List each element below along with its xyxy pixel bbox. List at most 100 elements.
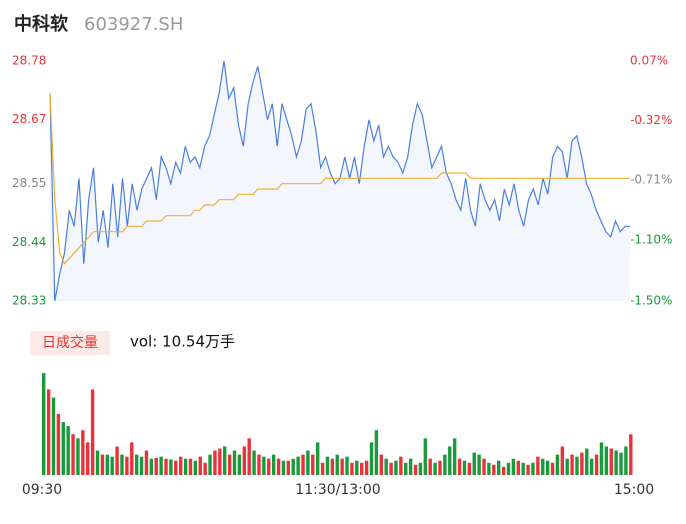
volume-bar [374, 430, 379, 475]
volume-bar [482, 458, 486, 475]
x-tick-label: 11:30/13:00 [295, 482, 380, 498]
volume-bar [154, 457, 158, 475]
volume-bar [95, 450, 100, 475]
y-tick-label: 28.33 [12, 294, 46, 308]
volume-bar [364, 460, 369, 475]
volume-bar [232, 450, 237, 475]
volume-bar [340, 458, 344, 475]
volume-bar [51, 397, 56, 475]
volume-bar [110, 456, 114, 475]
volume-bar [438, 460, 442, 475]
volume-bar [61, 422, 65, 475]
volume-bar [262, 456, 266, 475]
volume-bar [624, 446, 628, 475]
volume-bar [472, 452, 476, 475]
volume-badge [30, 331, 110, 355]
stock-code: 603927.SH [84, 14, 183, 35]
volume-bar [418, 462, 423, 475]
volume-bar [570, 454, 574, 475]
volume-bar [384, 458, 388, 475]
volume-bar [575, 456, 579, 475]
volume-bar [497, 460, 501, 475]
volume-bar [379, 454, 383, 475]
volume-bar [257, 454, 261, 475]
volume-bar [585, 448, 589, 475]
volume-bar [120, 454, 124, 475]
volume-bar [174, 460, 178, 475]
volume-bar [208, 454, 212, 475]
volume-bar [531, 462, 535, 475]
volume-bar [501, 466, 506, 475]
volume-bar [492, 464, 496, 475]
volume-bar [452, 438, 457, 475]
volume-bar [164, 458, 168, 475]
volume-bar [134, 454, 139, 475]
volume-bar [227, 454, 232, 475]
volume-bar [188, 458, 193, 475]
y-tick-label: 28.55 [12, 176, 46, 190]
volume-bar [159, 456, 163, 475]
y2-tick-label: -0.32% [630, 113, 672, 127]
volume-bar [242, 446, 246, 475]
volume-bar [90, 389, 95, 475]
volume-bar [433, 462, 437, 475]
volume-bar [545, 460, 550, 475]
volume-bar [394, 460, 398, 475]
volume-bar [301, 454, 305, 475]
volume-bar [541, 458, 545, 475]
volume-bar [580, 452, 584, 475]
volume-bar [462, 460, 467, 475]
y-tick-label: 28.78 [12, 54, 46, 68]
volume-bar [614, 450, 618, 475]
volume-bar [286, 460, 291, 475]
volume-bar [335, 454, 339, 475]
volume-bar [291, 458, 295, 475]
volume-bar [169, 459, 173, 475]
volume-bar [345, 456, 349, 475]
volume-bar [149, 458, 154, 475]
volume-bar [565, 458, 569, 475]
volume-bar [604, 446, 609, 475]
y-tick-label: 28.67 [12, 112, 46, 126]
y2-tick-label: -1.10% [630, 232, 672, 246]
volume-bar [306, 450, 310, 475]
volume-bar [599, 442, 604, 475]
volume-bar [115, 446, 119, 475]
y2-tick-label: -1.50% [630, 294, 672, 308]
volume-bar [516, 460, 520, 475]
volume-bar [267, 458, 271, 475]
volume-total: vol: 10.54万手 [130, 333, 235, 351]
volume-bar [139, 456, 144, 475]
volume-bar [42, 373, 46, 475]
volume-bar [223, 446, 227, 475]
volume-bar [203, 462, 207, 475]
volume-bar [213, 450, 217, 475]
volume-bar [105, 454, 109, 475]
volume-bar [609, 448, 613, 475]
volume-bar [457, 458, 462, 475]
volume-bar [355, 460, 359, 475]
y2-tick-label: 0.07% [630, 54, 668, 68]
volume-bar [443, 454, 447, 475]
volume-bar [506, 462, 511, 475]
volume-bar [144, 450, 149, 475]
volume-bar [276, 458, 281, 475]
volume-bar [487, 462, 491, 475]
volume-bar [511, 458, 516, 475]
volume-bar [218, 448, 222, 475]
volume-bar [281, 460, 286, 475]
volume-bar [555, 454, 560, 475]
volume-bar [125, 456, 129, 475]
volume-bar [315, 442, 320, 475]
volume-bar [350, 462, 354, 475]
volume-bar [66, 426, 70, 475]
volume-bar [629, 434, 633, 475]
volume-bar [404, 462, 408, 475]
volume-bar [589, 458, 594, 475]
volume-bar [521, 462, 525, 475]
volume-label: 日成交量 [42, 334, 98, 351]
volume-bar [408, 458, 413, 475]
volume-bar [389, 462, 393, 475]
volume-bar [198, 456, 202, 475]
